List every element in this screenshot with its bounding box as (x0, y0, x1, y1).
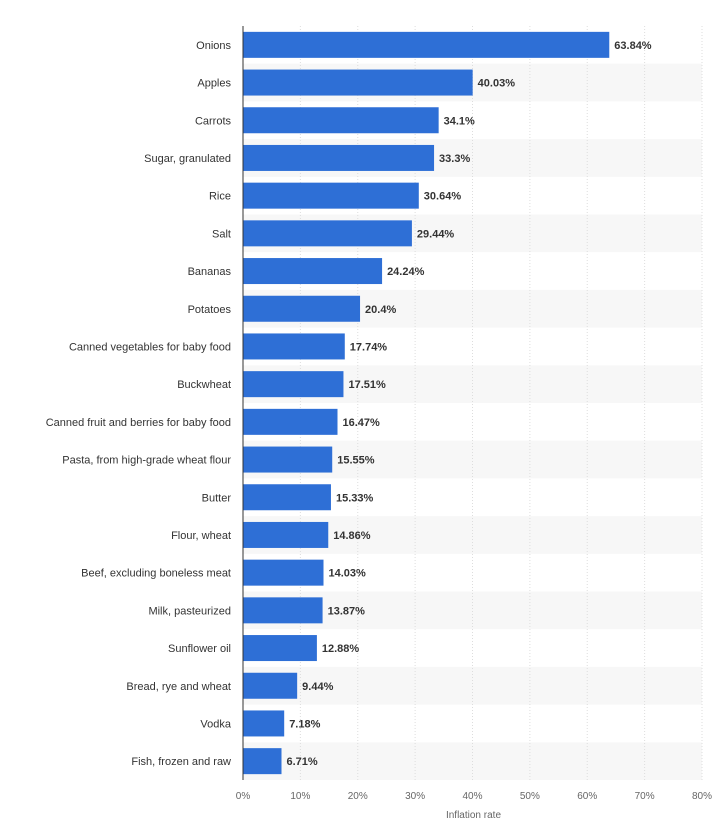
data-label: 17.51% (348, 379, 386, 391)
category-label: Canned vegetables for baby food (69, 341, 231, 353)
bar[interactable] (243, 144, 435, 171)
x-axis-tick-labels: 0% 10% 20% 30% 40% 50% 60% 70% 80% (236, 791, 712, 802)
x-tick-label: 70% (635, 791, 655, 802)
data-label: 16.47% (342, 417, 380, 429)
bar[interactable] (243, 107, 439, 134)
bar[interactable] (243, 597, 323, 624)
data-label: 13.87% (328, 605, 366, 617)
category-label: Fish, frozen and raw (131, 756, 231, 768)
category-label: Bread, rye and wheat (126, 681, 231, 693)
category-label: Butter (202, 492, 232, 504)
bar[interactable] (243, 69, 473, 96)
bar[interactable] (243, 446, 333, 473)
data-label: 24.24% (387, 266, 425, 278)
category-label: Beef, excluding boneless meat (81, 568, 231, 580)
data-label: 30.64% (424, 191, 462, 203)
x-tick-label: 20% (348, 791, 368, 802)
bar[interactable] (243, 408, 338, 435)
data-label: 14.86% (333, 530, 371, 542)
category-label: Vodka (200, 718, 231, 730)
category-label: Sunflower oil (168, 643, 231, 655)
bar[interactable] (243, 31, 610, 58)
category-label: Carrots (195, 115, 232, 127)
category-label: Apples (197, 78, 231, 90)
bar[interactable] (243, 748, 282, 775)
data-label: 9.44% (302, 681, 333, 693)
data-label: 6.71% (286, 756, 317, 768)
category-label: Buckwheat (177, 379, 231, 391)
x-tick-label: 10% (290, 791, 310, 802)
x-tick-label: 50% (520, 791, 540, 802)
bar[interactable] (243, 258, 383, 285)
x-tick-label: 0% (236, 791, 251, 802)
x-tick-label: 80% (692, 791, 712, 802)
category-label: Milk, pasteurized (148, 605, 231, 617)
data-label: 15.55% (337, 455, 375, 467)
category-labels: Onions Apples Carrots Sugar, granulated Rice… (46, 40, 232, 768)
data-label: 7.18% (289, 718, 320, 730)
bar[interactable] (243, 521, 329, 548)
bar[interactable] (243, 295, 361, 322)
bar[interactable] (243, 371, 344, 398)
bar[interactable] (243, 710, 285, 737)
data-label: 15.33% (336, 492, 374, 504)
bars (243, 31, 610, 775)
x-tick-label: 40% (462, 791, 482, 802)
bar[interactable] (243, 333, 345, 360)
bar[interactable] (243, 672, 298, 699)
data-label: 33.3% (439, 153, 470, 165)
x-tick-label: 30% (405, 791, 425, 802)
category-label: Flour, wheat (171, 530, 231, 542)
bar[interactable] (243, 635, 317, 662)
bar[interactable] (243, 559, 324, 586)
category-label: Sugar, granulated (144, 153, 231, 165)
value-labels: 63.84% 40.03% 34.1% 33.3% 30.64% 29.44% 24.24%… (286, 40, 651, 768)
category-label: Pasta, from high-grade wheat flour (62, 455, 231, 467)
category-label: Canned fruit and berries for baby food (46, 417, 231, 429)
bar[interactable] (243, 220, 412, 247)
category-label: Bananas (188, 266, 232, 278)
category-label: Salt (212, 228, 231, 240)
category-label: Onions (196, 40, 231, 52)
data-label: 40.03% (478, 78, 516, 90)
data-label: 20.4% (365, 304, 396, 316)
data-label: 14.03% (328, 568, 366, 580)
data-label: 12.88% (322, 643, 360, 655)
data-label: 34.1% (444, 115, 475, 127)
data-label: 17.74% (350, 341, 388, 353)
bar[interactable] (243, 484, 331, 511)
x-tick-label: 60% (577, 791, 597, 802)
category-label: Potatoes (188, 304, 232, 316)
category-label: Rice (209, 191, 231, 203)
data-label: 29.44% (417, 228, 455, 240)
data-label: 63.84% (614, 40, 652, 52)
bar[interactable] (243, 182, 419, 209)
x-axis-title: Inflation rate (446, 810, 501, 821)
